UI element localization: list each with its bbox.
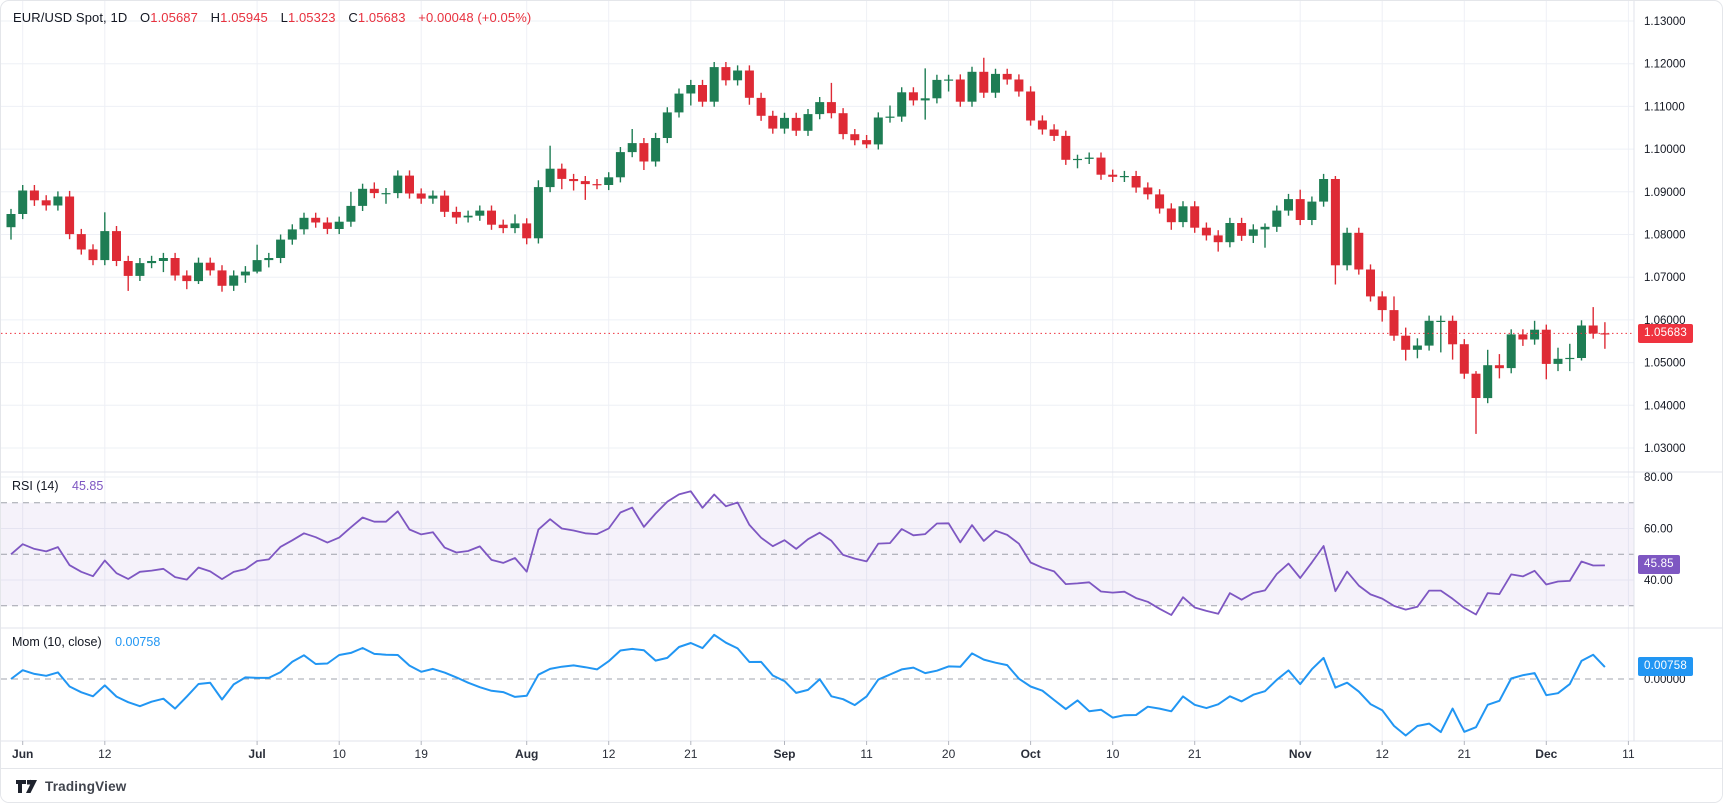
footer-bar: TradingView: [1, 768, 1722, 802]
high-label: H: [210, 10, 221, 25]
close-value: 1.05683: [357, 10, 406, 25]
svg-text:Nov: Nov: [1289, 747, 1312, 761]
tradingview-logo[interactable]: TradingView: [15, 778, 126, 795]
svg-text:1.06000: 1.06000: [1644, 315, 1686, 327]
svg-text:10: 10: [333, 747, 347, 761]
svg-text:1.12000: 1.12000: [1644, 59, 1686, 71]
close-label: C: [348, 10, 358, 25]
svg-text:1.08000: 1.08000: [1644, 230, 1686, 242]
svg-text:40.00: 40.00: [1644, 575, 1673, 587]
symbol-legend[interactable]: EUR/USD Spot, 1D O1.05687 H1.05945 L1.05…: [13, 10, 531, 25]
symbol-title: EUR/USD Spot, 1D: [13, 10, 128, 25]
svg-text:12: 12: [1376, 747, 1390, 761]
tradingview-logo-text: TradingView: [45, 779, 127, 794]
svg-text:1.04000: 1.04000: [1644, 400, 1686, 412]
rsi-value-badge: 45.85: [1638, 555, 1680, 575]
svg-text:1.07000: 1.07000: [1644, 272, 1686, 284]
svg-text:Jul: Jul: [248, 747, 265, 761]
svg-text:1.13000: 1.13000: [1644, 16, 1686, 28]
svg-text:21: 21: [1188, 747, 1202, 761]
momentum-line: [10, 633, 1606, 737]
svg-text:1.05000: 1.05000: [1644, 358, 1686, 370]
svg-text:10: 10: [1106, 747, 1120, 761]
rsi-title-label: RSI (14): [12, 479, 59, 493]
svg-text:Oct: Oct: [1021, 747, 1041, 761]
svg-text:1.09000: 1.09000: [1644, 187, 1686, 199]
svg-text:1.11000: 1.11000: [1644, 101, 1685, 113]
svg-text:11: 11: [860, 747, 873, 761]
mom-pane-title[interactable]: Mom (10, close) 0.00758: [12, 635, 160, 649]
svg-text:Dec: Dec: [1535, 747, 1557, 761]
svg-text:60.00: 60.00: [1644, 524, 1673, 536]
svg-text:Jun: Jun: [12, 747, 33, 761]
svg-text:11: 11: [1622, 747, 1635, 761]
rsi-pane-title[interactable]: RSI (14) 45.85: [12, 479, 103, 493]
open-value: 1.05687: [150, 10, 198, 25]
time-axis[interactable]: [1, 741, 1634, 768]
open-label: O: [140, 10, 151, 25]
svg-text:20: 20: [942, 747, 956, 761]
low-value: 1.05323: [287, 10, 336, 25]
svg-text:1.10000: 1.10000: [1644, 144, 1686, 156]
chart-canvas[interactable]: 1.13000 1.12000 1.11000 1.10000 1.09000 1.080…: [1, 1, 1723, 768]
svg-text:0.00000: 0.00000: [1644, 674, 1686, 686]
svg-text:21: 21: [1458, 747, 1472, 761]
mom-value-badge: 0.00758: [1638, 657, 1693, 677]
svg-text:Aug: Aug: [515, 747, 538, 761]
svg-text:12: 12: [98, 747, 112, 761]
low-label: L: [280, 10, 288, 25]
svg-text:12: 12: [602, 747, 616, 761]
price-axis[interactable]: [1634, 1, 1722, 741]
mom-title-label: Mom (10, close): [12, 635, 102, 649]
rsi-line: [10, 490, 1605, 616]
current-price-badge: 1.05683: [1638, 323, 1693, 343]
high-value: 1.05945: [220, 10, 268, 25]
svg-text:19: 19: [415, 747, 429, 761]
candles-layer: [6, 57, 1610, 434]
svg-text:80.00: 80.00: [1644, 472, 1673, 484]
tradingview-logo-icon: [16, 779, 37, 793]
svg-text:1.03000: 1.03000: [1644, 443, 1686, 455]
rsi-title-value: 45.85: [72, 479, 104, 493]
change-value: +0.00048 (+0.05%): [418, 10, 532, 25]
mom-title-value: 0.00758: [115, 635, 161, 649]
svg-text:21: 21: [684, 747, 698, 761]
svg-text:Sep: Sep: [773, 747, 795, 761]
